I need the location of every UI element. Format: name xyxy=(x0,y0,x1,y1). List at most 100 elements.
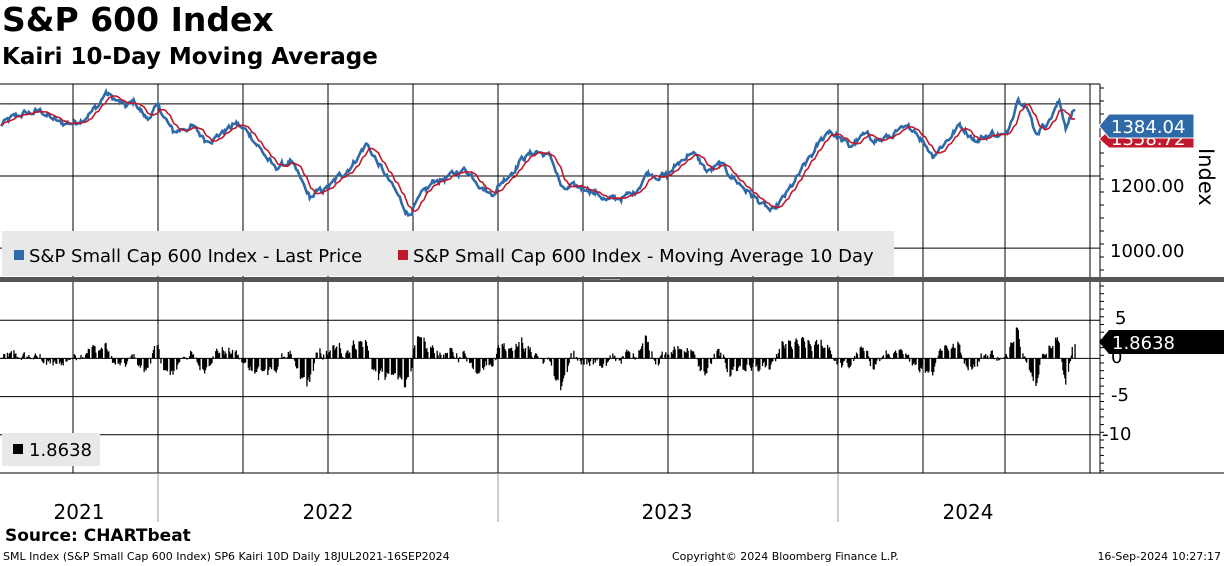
kairi-bar xyxy=(1031,358,1033,377)
kairi-bar xyxy=(316,352,318,359)
kairi-bar xyxy=(223,354,225,359)
kairi-bar xyxy=(652,357,654,359)
kairi-bar xyxy=(523,351,526,359)
kairi-bar xyxy=(212,356,214,359)
kairi-bar xyxy=(952,343,954,359)
kairi-bar xyxy=(282,357,284,359)
kairi-bar xyxy=(336,346,338,359)
kairi-bar xyxy=(938,350,940,359)
kairi-bar xyxy=(568,358,570,364)
kairi-bar xyxy=(632,353,634,359)
kairi-bar xyxy=(469,358,472,363)
kairi-bar xyxy=(248,358,250,371)
kairi-bar xyxy=(595,357,597,359)
kairi-bar xyxy=(785,344,787,359)
kairi-bar xyxy=(924,358,926,373)
kairi-bar xyxy=(247,358,249,368)
kairi-bar xyxy=(791,349,793,359)
kairi-bar xyxy=(241,358,243,363)
kairi-bar xyxy=(231,349,234,359)
kairi-bar xyxy=(790,346,793,359)
kairi-bar xyxy=(1056,337,1058,359)
kairi-bar xyxy=(615,358,617,361)
kairi-bar xyxy=(156,345,158,359)
kairi-bar xyxy=(970,358,972,367)
kairi-bar xyxy=(437,355,439,359)
kairi-bar xyxy=(509,348,511,359)
kairi-bar xyxy=(642,343,644,359)
kairi-bar xyxy=(1051,348,1053,359)
kairi-bar xyxy=(1043,354,1045,359)
kairi-bar xyxy=(784,348,786,359)
kairi-bar xyxy=(882,355,885,359)
kairi-bar xyxy=(554,358,556,380)
kairi-bar xyxy=(918,358,920,371)
kairi-bar xyxy=(414,345,416,359)
kairi-bar xyxy=(959,344,961,359)
kairi-bar xyxy=(94,346,96,359)
kairi-bar xyxy=(453,356,455,359)
kairi-bar xyxy=(1045,353,1047,359)
kairi-bar xyxy=(716,350,718,359)
kairi-bar xyxy=(436,350,438,359)
kairi-bar xyxy=(801,336,804,359)
kairi-bar xyxy=(515,343,517,359)
kairi-bar xyxy=(191,351,193,359)
kairi-bar xyxy=(297,358,299,369)
kairi-bar xyxy=(833,358,835,361)
kairi-bar xyxy=(451,348,453,359)
kairi-bar xyxy=(1024,356,1026,359)
kairi-bar xyxy=(646,342,648,359)
kairi-bar xyxy=(737,358,740,368)
kairi-bar xyxy=(264,358,266,370)
kairi-bar xyxy=(19,357,22,359)
kairi-bar xyxy=(4,354,6,359)
kairi-bar xyxy=(199,358,201,371)
kairi-bar xyxy=(704,358,706,376)
kairi-bar xyxy=(776,356,779,359)
kairi-bar xyxy=(919,358,921,373)
kairi-bar xyxy=(111,356,113,359)
kairi-bar xyxy=(867,351,869,359)
kairi-bar xyxy=(496,348,499,359)
kairi-bar xyxy=(398,358,400,378)
kairi-bar xyxy=(937,355,939,359)
kairi-bar xyxy=(99,349,102,359)
kairi-bar xyxy=(743,358,745,370)
kairi-bar xyxy=(73,354,76,359)
kairi-bar xyxy=(846,358,848,363)
kairi-bar xyxy=(724,358,726,363)
kairi-bar xyxy=(561,358,563,387)
kairi-bar xyxy=(71,358,74,360)
kairi-bar xyxy=(446,352,448,359)
kairi-bar xyxy=(14,354,16,359)
kairi-bar xyxy=(283,356,285,359)
kairi-bar xyxy=(387,358,389,374)
kairi-bar xyxy=(277,358,279,367)
kairi-bar xyxy=(1019,346,1021,359)
kairi-bar xyxy=(177,358,179,365)
kairi-bar xyxy=(153,346,156,359)
kairi-bar xyxy=(925,358,927,372)
kairi-bar xyxy=(1026,358,1028,363)
kairi-panel xyxy=(0,327,1076,391)
kairi-bar xyxy=(308,358,310,378)
kairi-bar xyxy=(160,358,162,364)
kairi-bar xyxy=(310,358,312,375)
kairi-bar xyxy=(885,350,887,359)
kairi-bar xyxy=(313,358,315,364)
kairi-bar xyxy=(748,358,751,366)
lower-ytick-label: -5 xyxy=(1111,385,1129,406)
kairi-bar xyxy=(424,341,426,359)
kairi-bar xyxy=(75,358,77,361)
kairi-bar xyxy=(183,356,185,359)
kairi-bar xyxy=(915,358,917,365)
kairi-bar xyxy=(803,341,806,359)
kairi-bar xyxy=(580,358,582,365)
legend-label-ma: S&P Small Cap 600 Index - Moving Average… xyxy=(413,246,874,267)
kairi-bar xyxy=(182,357,184,359)
kairi-bar xyxy=(674,349,676,359)
kairi-bar xyxy=(911,358,913,366)
kairi-bar xyxy=(698,358,700,366)
kairi-bar xyxy=(327,356,329,359)
